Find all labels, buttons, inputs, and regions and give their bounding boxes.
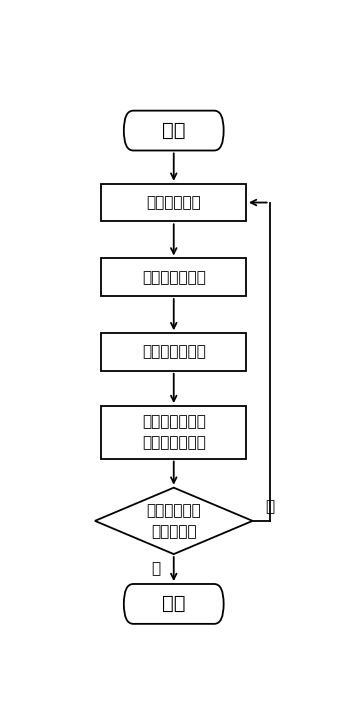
FancyBboxPatch shape <box>124 584 224 624</box>
Text: 误差精度是否
满足要求？: 误差精度是否 满足要求？ <box>146 503 201 539</box>
Text: 否: 否 <box>265 500 274 515</box>
Text: 由表达式输出值
调节从油缸速度: 由表达式输出值 调节从油缸速度 <box>142 414 206 450</box>
FancyBboxPatch shape <box>101 258 246 296</box>
FancyBboxPatch shape <box>101 406 246 459</box>
Polygon shape <box>95 487 253 554</box>
Text: 开始: 开始 <box>162 121 185 140</box>
Text: 确定曲线参数值: 确定曲线参数值 <box>142 270 206 285</box>
Text: 确定曲线表达式: 确定曲线表达式 <box>142 344 206 360</box>
FancyBboxPatch shape <box>101 333 246 371</box>
Text: 是: 是 <box>151 562 160 577</box>
Text: 结束: 结束 <box>162 595 185 613</box>
FancyBboxPatch shape <box>101 184 246 221</box>
Text: 确定主从油缸: 确定主从油缸 <box>146 195 201 210</box>
FancyBboxPatch shape <box>124 111 224 150</box>
